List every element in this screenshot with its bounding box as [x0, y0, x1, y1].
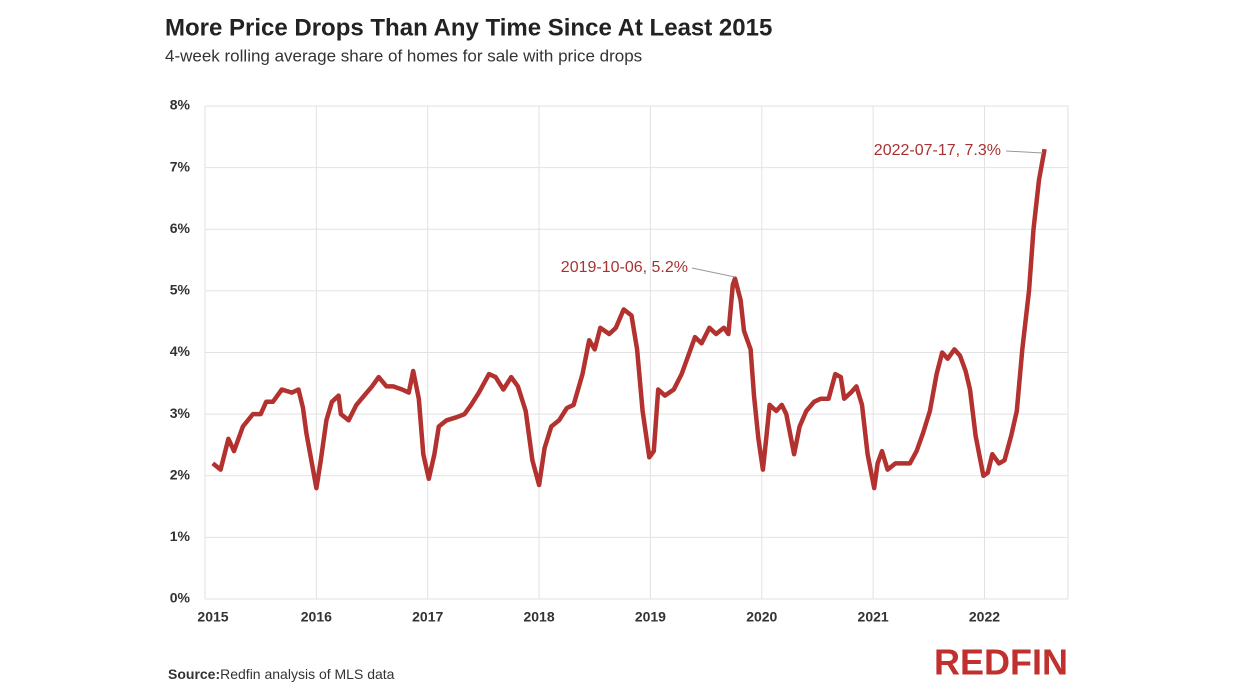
y-tick-label: 3% — [170, 405, 191, 421]
annotation-leader — [1005, 150, 1044, 154]
x-tick-label: 2017 — [412, 609, 443, 625]
annotation-leader — [691, 267, 736, 278]
y-tick-label: 2% — [170, 466, 191, 482]
source-text: Redfin analysis of MLS data — [220, 666, 395, 682]
x-tick-label: 2015 — [197, 609, 228, 625]
y-tick-label: 7% — [170, 158, 191, 174]
logo: REDFIN — [934, 642, 1068, 683]
x-tick-label: 2016 — [301, 609, 332, 625]
y-tick-label: 1% — [170, 528, 191, 544]
chart-title: More Price Drops Than Any Time Since At … — [165, 14, 772, 41]
x-tick-label: 2020 — [746, 609, 777, 625]
annotation: 2019-10-06, 5.2% — [561, 259, 688, 276]
annotation: 2022-07-17, 7.3% — [874, 142, 1001, 159]
y-tick-label: 5% — [170, 282, 191, 298]
x-tick-label: 2018 — [523, 609, 554, 625]
source: Source:Redfin analysis of MLS data — [168, 666, 395, 682]
source-label: Source: — [168, 666, 220, 682]
y-tick-label: 8% — [170, 97, 191, 113]
x-tick-label: 2021 — [858, 609, 889, 625]
y-tick-label: 6% — [170, 220, 191, 236]
x-tick-label: 2019 — [635, 609, 666, 625]
y-tick-label: 4% — [170, 343, 191, 359]
data-line — [211, 148, 1047, 491]
chart-subtitle: 4-week rolling average share of homes fo… — [165, 46, 642, 65]
x-tick-label: 2022 — [969, 609, 1000, 625]
y-tick-label: 0% — [170, 590, 191, 606]
